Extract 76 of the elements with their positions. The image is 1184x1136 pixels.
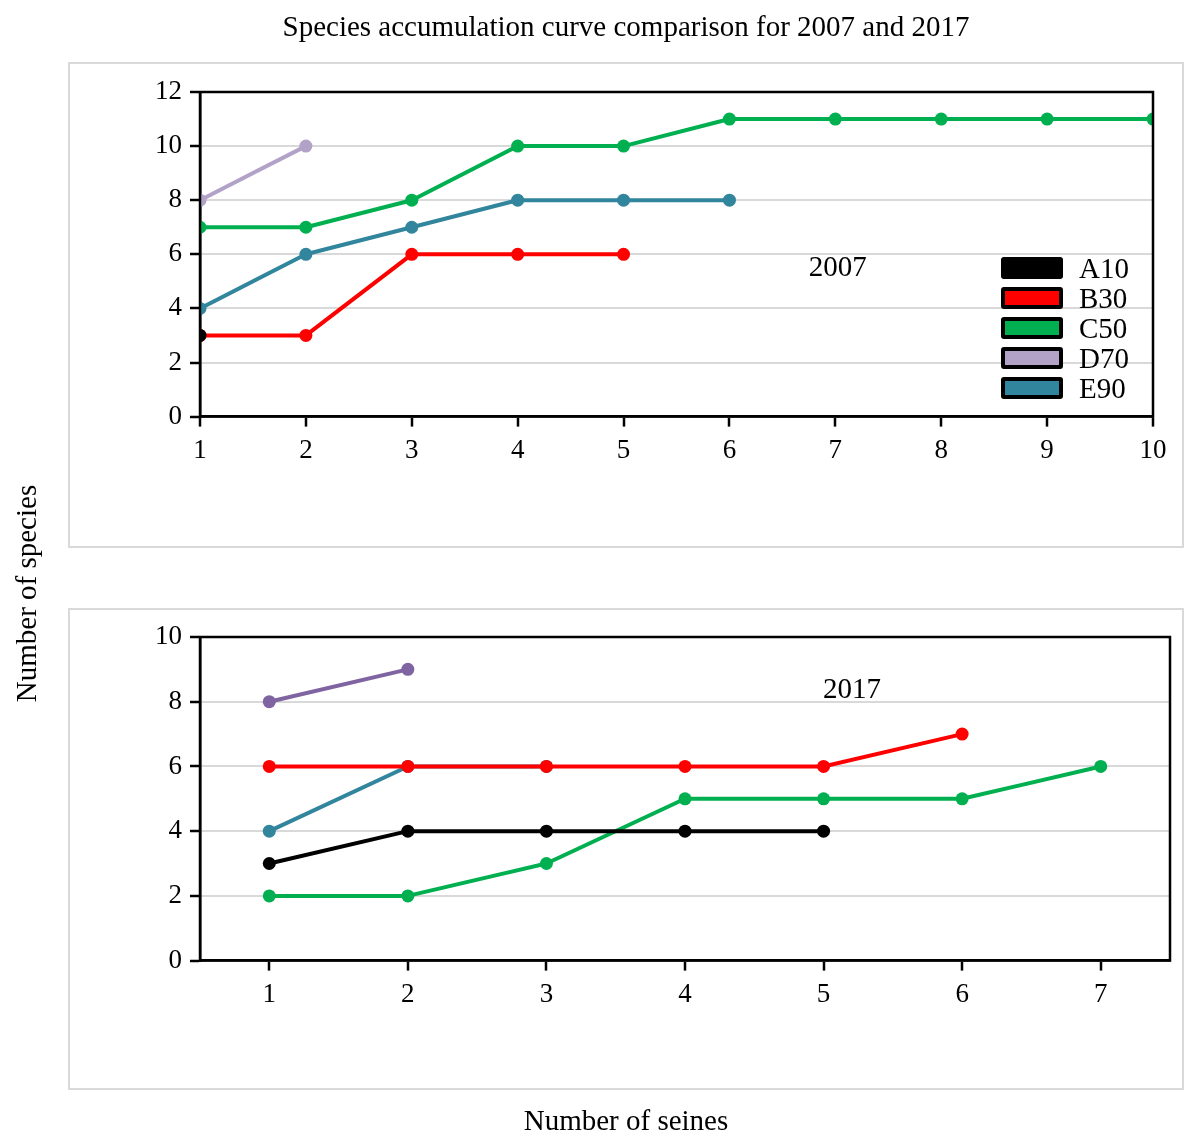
point bbox=[401, 662, 415, 676]
point bbox=[401, 889, 415, 903]
legend-label: C50 bbox=[1079, 312, 1128, 345]
point bbox=[405, 193, 419, 207]
x-tick-label: 8 bbox=[934, 433, 948, 464]
y-tick-label: 4 bbox=[168, 814, 183, 845]
point bbox=[511, 247, 525, 261]
y-tick-label: 2 bbox=[168, 878, 182, 909]
point bbox=[262, 695, 276, 709]
legend-label: D70 bbox=[1079, 342, 1129, 375]
point bbox=[299, 247, 313, 261]
y-tick-label: 0 bbox=[168, 399, 182, 430]
point bbox=[511, 139, 525, 153]
y-tick-label: 8 bbox=[168, 684, 182, 715]
x-axis-title: Number of seines bbox=[522, 1104, 730, 1136]
legend-label: B30 bbox=[1079, 282, 1128, 315]
x-tick-label: 10 bbox=[1139, 433, 1167, 464]
y-tick-label: 10 bbox=[155, 129, 182, 160]
point bbox=[262, 824, 276, 838]
y-tick-label: 6 bbox=[168, 749, 182, 780]
point bbox=[722, 112, 736, 126]
y-tick-label: 2 bbox=[168, 345, 182, 376]
point bbox=[817, 792, 831, 806]
x-tick-label: 4 bbox=[510, 433, 525, 464]
point bbox=[678, 792, 692, 806]
chart-title: Species accumulation curve comparison for 2007 and 2017 bbox=[281, 10, 971, 43]
point bbox=[299, 328, 313, 342]
y-tick-label: 0 bbox=[168, 943, 182, 974]
point bbox=[405, 220, 419, 234]
point bbox=[405, 247, 419, 261]
x-tick-label: 3 bbox=[405, 433, 419, 464]
legend-label: A10 bbox=[1079, 252, 1129, 285]
x-tick-label: 4 bbox=[678, 977, 693, 1008]
point bbox=[722, 193, 736, 207]
point bbox=[1040, 112, 1054, 126]
x-tick-label: 5 bbox=[816, 977, 831, 1008]
point bbox=[678, 759, 692, 773]
point bbox=[539, 824, 553, 838]
y-tick-label: 4 bbox=[168, 291, 183, 322]
point bbox=[934, 112, 948, 126]
y-tick-label: 6 bbox=[168, 237, 182, 268]
point bbox=[828, 112, 842, 126]
y-tick-label: 12 bbox=[155, 75, 182, 106]
point bbox=[817, 759, 831, 773]
x-tick-label: 1 bbox=[262, 977, 277, 1008]
x-tick-label: 5 bbox=[616, 433, 631, 464]
annotation: 2017 bbox=[822, 671, 881, 705]
point bbox=[401, 824, 415, 838]
x-tick-label: 6 bbox=[722, 433, 737, 464]
point bbox=[262, 759, 276, 773]
x-tick-label: 7 bbox=[1093, 977, 1108, 1008]
y-axis-title: Number of species bbox=[9, 484, 43, 702]
legend-label: E90 bbox=[1079, 372, 1126, 405]
point bbox=[617, 139, 631, 153]
y-tick-label: 10 bbox=[155, 620, 182, 651]
x-tick-label: 6 bbox=[955, 977, 969, 1008]
point bbox=[539, 857, 553, 871]
point bbox=[955, 727, 969, 741]
point bbox=[299, 220, 313, 234]
x-tick-label: 7 bbox=[828, 433, 843, 464]
point bbox=[955, 792, 969, 806]
x-tick-label: 1 bbox=[193, 433, 207, 464]
x-tick-label: 3 bbox=[539, 977, 554, 1008]
point bbox=[617, 193, 631, 207]
x-tick-label: 2 bbox=[299, 433, 313, 464]
point bbox=[262, 889, 276, 903]
point bbox=[817, 824, 831, 838]
point bbox=[678, 824, 692, 838]
point bbox=[262, 857, 276, 871]
point bbox=[1094, 759, 1108, 773]
annotation: 2007 bbox=[808, 249, 867, 283]
point bbox=[511, 193, 525, 207]
y-tick-label: 8 bbox=[168, 183, 182, 214]
point bbox=[617, 247, 631, 261]
x-tick-label: 9 bbox=[1040, 433, 1054, 464]
x-tick-label: 2 bbox=[401, 977, 415, 1008]
